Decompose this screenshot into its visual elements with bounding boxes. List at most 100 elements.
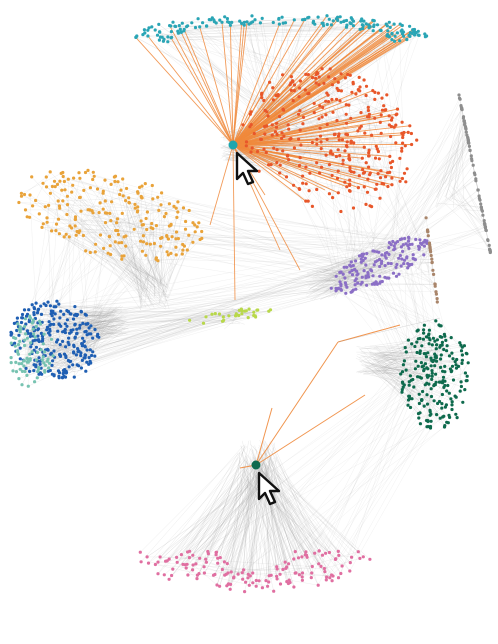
node-592 [65,212,69,217]
edge-1089 [378,352,452,362]
node-1412 [437,399,442,404]
node-452 [390,176,394,180]
edge-1628 [407,217,427,268]
edge-311 [249,145,406,158]
node-337 [336,169,340,173]
edge-1358 [49,285,367,322]
selected-node-bottom[interactable] [251,460,261,470]
node-1382 [404,368,408,372]
edge-442 [54,181,138,211]
node-1457 [434,347,438,351]
edge-1671 [250,461,258,576]
edge-1666 [271,443,325,569]
node-611 [141,223,145,227]
edge-1838 [232,144,412,146]
edge-768 [69,354,86,362]
edge-1333 [89,254,363,358]
node-378 [260,93,264,97]
edge-448 [123,236,167,309]
edge-965 [369,350,422,401]
node-224 [280,131,284,135]
edge-1463 [302,338,419,574]
edge-1695 [249,457,351,563]
node-715 [132,227,136,231]
node-297 [364,84,369,88]
edge-1906 [255,407,273,466]
node-1338 [255,308,259,312]
edge-1031 [382,371,453,402]
edge-1376 [335,290,435,355]
node-1258 [9,361,13,365]
node-330 [289,81,293,85]
node-860 [402,262,406,266]
node-189 [361,168,365,172]
node-1132 [71,363,75,367]
edge-711 [70,313,126,323]
edge-32 [180,24,328,30]
node-1308 [28,352,32,356]
edge-1488 [52,313,216,375]
edge-1092 [375,365,454,381]
edge-1402 [353,146,470,291]
node-463 [375,182,379,186]
node-929 [372,263,376,267]
edge-1327 [45,275,374,306]
node-1098 [57,322,61,326]
edge-1182 [257,456,364,557]
node-906 [359,282,363,286]
edge-1467 [338,370,433,578]
edge-1905 [232,144,326,191]
node-1538 [409,378,413,382]
node-1554 [442,414,446,418]
edge-1574 [50,197,143,314]
edge-1654 [271,447,333,581]
edge-860 [28,306,102,334]
focus-node-layer[interactable] [228,140,261,470]
edge-1147 [169,464,259,560]
edge-1018 [369,352,463,364]
edge-74 [163,39,395,42]
edge-594 [313,277,345,292]
edge-1872 [232,108,284,146]
edge-1592 [82,206,175,324]
node-529 [97,211,101,215]
edge-1258 [264,133,346,279]
node-274 [357,174,361,178]
node-343 [288,137,292,141]
edge-1317 [71,227,378,252]
edge-1441 [243,426,445,571]
edge-1590 [38,260,158,358]
selected-node-top[interactable] [228,140,238,150]
node-164 [322,24,326,28]
node-1284 [43,370,47,374]
node-1621 [214,550,219,554]
edge-527 [442,116,464,185]
node-667 [19,194,24,198]
edge-1356 [40,290,342,373]
node-139 [423,32,427,36]
node-534 [67,235,71,239]
node-427 [388,161,392,165]
edge-685 [48,320,108,351]
node-335 [263,132,267,136]
edge-1481 [86,309,258,363]
edge-1728 [252,459,336,560]
edge-1698 [264,449,319,564]
node-704 [95,187,100,191]
node-249 [394,141,398,145]
node-1478 [413,344,417,349]
edge-1355 [51,284,356,366]
node-82 [178,27,182,31]
node-668 [139,239,143,243]
node-316 [402,171,407,175]
node-1194 [66,310,70,314]
node-1623 [296,556,301,560]
node-171 [313,22,317,26]
node-367 [401,135,405,140]
node-1372 [422,369,426,373]
edge-541 [448,188,491,251]
edge-1458 [326,362,469,580]
node-481 [304,72,308,76]
edge-1014 [382,371,463,403]
